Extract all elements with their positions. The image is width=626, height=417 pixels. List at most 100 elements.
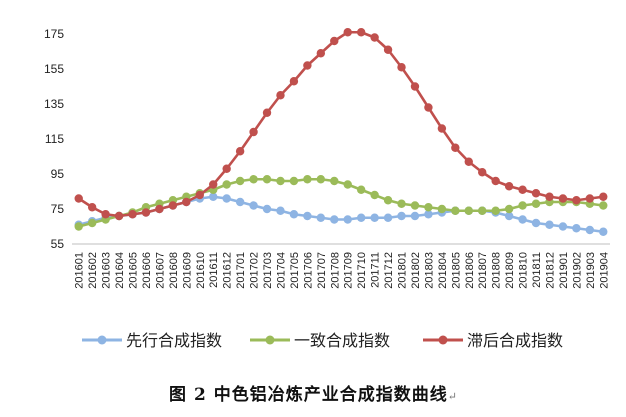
data-point bbox=[518, 215, 527, 224]
data-point bbox=[572, 196, 581, 205]
y-tick-label: 155 bbox=[44, 62, 64, 76]
data-point bbox=[410, 82, 420, 91]
data-point bbox=[209, 180, 218, 189]
series-3 bbox=[74, 28, 608, 221]
data-point bbox=[343, 28, 352, 37]
data-point bbox=[155, 204, 164, 214]
x-tick-label: 201611 bbox=[208, 252, 220, 288]
y-tick-label: 175 bbox=[44, 27, 64, 41]
x-tick-label: 201610 bbox=[195, 252, 207, 289]
legend-marker bbox=[97, 335, 107, 345]
data-point bbox=[249, 127, 258, 137]
data-point bbox=[531, 199, 541, 208]
data-point bbox=[235, 197, 245, 207]
data-point bbox=[141, 208, 151, 217]
data-point bbox=[397, 199, 406, 208]
x-tick-label: 201603 bbox=[101, 252, 113, 289]
x-tick-label: 201801 bbox=[397, 252, 409, 289]
x-tick-label: 201705 bbox=[289, 252, 301, 289]
data-point bbox=[424, 103, 433, 112]
data-point bbox=[558, 194, 568, 203]
x-tick-label: 201811 bbox=[531, 252, 543, 288]
series-line bbox=[78, 30, 604, 218]
y-axis: 55 75 95 115 135 155 175 bbox=[44, 27, 64, 251]
data-point bbox=[491, 206, 500, 215]
legend-item-3: 滞后合成指数 bbox=[423, 331, 563, 350]
legend-marker bbox=[265, 335, 275, 345]
data-point bbox=[424, 203, 433, 212]
x-tick-label: 201810 bbox=[518, 252, 530, 289]
data-point bbox=[545, 192, 554, 201]
x-tick-label: 201805 bbox=[450, 252, 462, 289]
data-point bbox=[249, 175, 258, 184]
data-point bbox=[343, 180, 352, 189]
legend-label: 先行合成指数 bbox=[126, 331, 222, 350]
data-point bbox=[504, 182, 514, 191]
data-point bbox=[451, 143, 460, 152]
x-tick-label: 201711 bbox=[370, 252, 382, 288]
x-tick-label: 201802 bbox=[410, 252, 422, 289]
x-tick-label: 201601 bbox=[74, 252, 86, 289]
data-point bbox=[356, 213, 366, 222]
x-tick-label: 201904 bbox=[598, 252, 610, 289]
data-point bbox=[74, 222, 83, 231]
x-tick-label: 201806 bbox=[464, 252, 476, 289]
x-tick-label: 201609 bbox=[181, 252, 193, 289]
data-point bbox=[464, 206, 473, 215]
legend: 先行合成指数 一致合成指数 滞后合成指数 bbox=[82, 331, 563, 350]
data-point bbox=[276, 91, 285, 100]
legend-item-2: 一致合成指数 bbox=[250, 331, 390, 350]
x-tick-label: 201712 bbox=[383, 252, 395, 289]
data-point bbox=[343, 215, 352, 224]
data-point bbox=[222, 180, 231, 189]
data-point bbox=[572, 224, 581, 233]
data-point bbox=[370, 190, 379, 200]
data-point bbox=[276, 206, 285, 215]
data-point bbox=[518, 201, 527, 210]
data-point bbox=[531, 189, 541, 198]
x-tick-label: 201602 bbox=[87, 252, 99, 289]
x-tick-label: 201709 bbox=[343, 252, 355, 289]
data-point bbox=[222, 194, 231, 203]
data-point bbox=[356, 28, 366, 37]
data-point bbox=[316, 213, 326, 222]
x-tick-label: 201608 bbox=[168, 252, 180, 289]
series-layer bbox=[74, 28, 608, 236]
x-tick-label: 201809 bbox=[504, 252, 516, 289]
x-tick-label: 201604 bbox=[114, 252, 126, 289]
legend-label: 一致合成指数 bbox=[294, 331, 390, 350]
data-point bbox=[599, 227, 608, 236]
data-point bbox=[437, 124, 447, 133]
y-tick-label: 95 bbox=[51, 167, 65, 181]
x-tick-label: 201704 bbox=[275, 252, 287, 289]
data-point bbox=[383, 213, 393, 222]
data-point bbox=[451, 206, 460, 215]
x-tick-label: 201902 bbox=[571, 252, 583, 289]
data-point bbox=[235, 176, 245, 186]
x-tick-label: 201605 bbox=[128, 252, 140, 289]
x-tick-label: 201707 bbox=[316, 252, 328, 289]
data-point bbox=[330, 215, 339, 224]
y-tick-label: 55 bbox=[51, 237, 65, 251]
data-point bbox=[303, 61, 312, 70]
data-point bbox=[114, 211, 124, 221]
data-point bbox=[303, 175, 312, 184]
data-point bbox=[478, 206, 487, 215]
data-point bbox=[397, 63, 406, 72]
data-point bbox=[303, 211, 312, 221]
x-tick-label: 201803 bbox=[423, 252, 435, 289]
figure-caption-text: 图 2 中色铝冶炼产业合成指数曲线 bbox=[169, 385, 448, 405]
x-tick-label: 201710 bbox=[356, 252, 368, 289]
data-point bbox=[182, 197, 191, 207]
x-tick-label: 201612 bbox=[222, 252, 234, 289]
x-tick-label: 201903 bbox=[585, 252, 597, 289]
data-point bbox=[316, 175, 326, 184]
series-line bbox=[78, 177, 604, 228]
x-tick-label: 201808 bbox=[491, 252, 503, 289]
data-point bbox=[101, 210, 110, 219]
legend-label: 滞后合成指数 bbox=[467, 331, 563, 350]
data-point bbox=[478, 168, 487, 177]
data-point bbox=[222, 164, 231, 173]
data-point bbox=[262, 108, 272, 117]
